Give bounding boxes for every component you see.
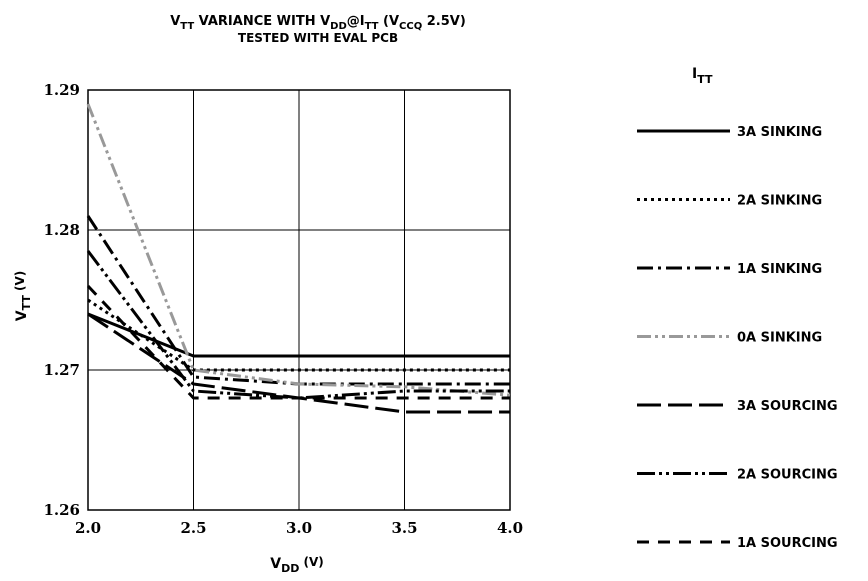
x-tick-label: 2.5	[180, 519, 206, 537]
legend-label-1a-sourcing: 1A SOURCING	[737, 536, 838, 551]
x-tick-label: 3.0	[286, 519, 312, 537]
y-tick-label: 1.26	[43, 501, 80, 519]
y-axis-label: VTT (V)	[13, 271, 33, 322]
x-tick-labels: 2.0 2.5 3.0 3.5 4.0	[75, 519, 523, 537]
legend-label-3a-sourcing: 3A SOURCING	[737, 399, 838, 414]
series-line-1a-sourcing	[86, 284, 510, 400]
legend-label-0a-sinking: 0A SINKING	[737, 331, 822, 346]
series-line-0a-sinking	[86, 103, 511, 397]
y-tick-labels: 1.26 1.27 1.28 1.29	[43, 81, 80, 519]
legend-title: ITT	[692, 66, 713, 86]
chart-title-line2: TESTED WITH EVAL PCB	[238, 31, 398, 45]
x-tick-label: 2.0	[75, 519, 101, 537]
legend-label-2a-sourcing: 2A SOURCING	[737, 468, 838, 483]
y-tick-label: 1.29	[43, 81, 80, 99]
x-axis-label: VDD (V)	[270, 555, 324, 575]
x-tick-label: 4.0	[497, 519, 523, 537]
legend-label-2a-sinking: 2A SINKING	[737, 194, 822, 209]
y-tick-label: 1.28	[43, 221, 80, 239]
legend-label-3a-sinking: 3A SINKING	[737, 125, 822, 140]
y-tick-label: 1.27	[43, 361, 80, 379]
x-tick-label: 3.5	[391, 519, 417, 537]
chart-title-line1: VTT VARIANCE WITH VDD@ITT (VCCQ 2.5V)	[170, 14, 466, 32]
legend-label-1a-sinking: 1A SINKING	[737, 262, 822, 277]
legend: ITT 3A SINKING 2A SINKING 1A SINKING 0A SIN…	[637, 66, 838, 551]
plot-grid	[87, 89, 511, 511]
series-lines	[86, 103, 511, 414]
